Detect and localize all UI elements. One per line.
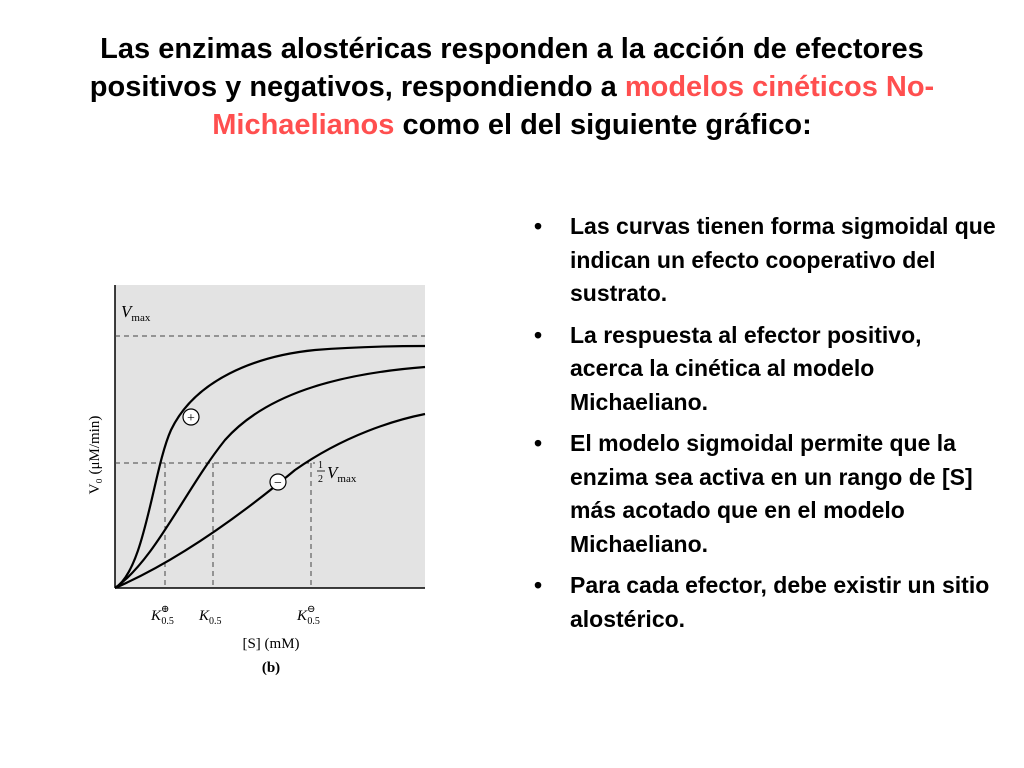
curve-positive-effector: [114, 344, 426, 589]
kinetics-plot: + − Vmax 1 2 Vmax V₀ (μM/min) K⊕ 0.5 K0.5…: [87, 285, 426, 676]
minus-marker: [269, 473, 287, 491]
k-plus-sup: ⊕: [161, 604, 169, 615]
k-minus-label: K⊖ 0.5: [296, 604, 320, 627]
half-vmax-den: 2: [318, 474, 323, 485]
bullet-text: La respuesta al efector positivo, acerca…: [570, 321, 922, 415]
plus-marker: [182, 408, 200, 426]
panel-label: (b): [262, 660, 280, 676]
k-mid-label: K0.5: [198, 608, 222, 627]
k-minus-sup: ⊖: [307, 604, 315, 615]
vmax-label: Vmax: [121, 302, 151, 324]
k-mid-sub: 0.5: [209, 616, 222, 627]
allosteric-kinetics-figure: + − Vmax 1 2 Vmax V₀ (μM/min) K⊕ 0.5 K0.5…: [75, 270, 455, 690]
title-highlight: modelos cinéticos No-Michaelianos: [212, 71, 935, 141]
bullet-text: El modelo sigmoidal permite que la enzim…: [570, 430, 973, 557]
slide-title: Las enzimas alostéricas responden a la a…: [60, 30, 964, 144]
half-vmax-v: V: [327, 463, 340, 482]
bullet-item: • Para cada efector, debe existir un siti…: [530, 569, 1000, 636]
k-plus-k: K: [150, 608, 162, 624]
vmax-label-v: V: [121, 302, 134, 321]
curve-negative-effector: [114, 412, 426, 590]
k-plus-sub: 0.5: [161, 616, 174, 627]
bullet-dot: •: [534, 430, 543, 456]
k-mid-k: K: [198, 608, 210, 624]
k-minus-k: K: [296, 608, 308, 624]
title-text-part2: como el del siguiente gráfico:: [402, 109, 812, 141]
y-axis-label: V₀ (μM/min): [87, 416, 103, 495]
x-axis-label: [S] (mM): [242, 636, 299, 652]
k-plus-label: K⊕ 0.5: [150, 604, 174, 627]
bullet-dot: •: [534, 213, 543, 239]
bullet-dot: •: [534, 572, 543, 598]
bullet-dot: •: [534, 321, 543, 348]
bullet-item: • La respuesta al efector positivo, acerc…: [530, 319, 1000, 420]
minus-marker-label: −: [274, 476, 282, 491]
half-vmax-num: 1: [318, 460, 323, 471]
bullet-item: • Las curvas tienen forma sigmoidal que i…: [530, 210, 1000, 311]
half-vmax-label: Vmax: [327, 463, 357, 485]
vmax-label-sub: max: [131, 312, 150, 324]
plot-area: [115, 285, 425, 588]
title-text-part1: Las enzimas alostéricas responden a la a…: [89, 33, 924, 103]
curve-no-effector: [114, 365, 426, 589]
bullet-item: • El modelo sigmoidal permite que la enzi…: [530, 427, 1000, 561]
bullet-text: Para cada efector, debe existir un sitio…: [570, 572, 990, 632]
bullet-text: Las curvas tienen forma sigmoidal que in…: [570, 213, 996, 306]
plus-marker-label: +: [187, 411, 195, 426]
bullet-list: • Las curvas tienen forma sigmoidal que i…: [530, 210, 1000, 644]
half-vmax-sub: max: [337, 473, 356, 485]
k-minus-sub: 0.5: [307, 616, 320, 627]
